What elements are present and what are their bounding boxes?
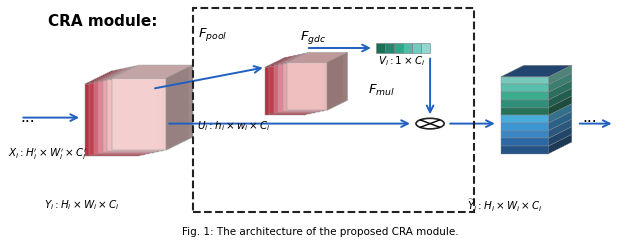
Polygon shape xyxy=(278,54,339,64)
Polygon shape xyxy=(500,108,548,115)
Polygon shape xyxy=(84,84,140,156)
Polygon shape xyxy=(548,104,572,123)
Polygon shape xyxy=(500,138,548,146)
Polygon shape xyxy=(548,96,572,115)
Polygon shape xyxy=(93,69,175,82)
Text: $\widetilde{Y}_i:H_i\times W_i\times C_i$: $\widetilde{Y}_i:H_i\times W_i\times C_i… xyxy=(467,198,543,215)
Bar xyxy=(385,42,394,53)
Text: $F_{gdc}$: $F_{gdc}$ xyxy=(300,29,326,46)
Circle shape xyxy=(416,118,444,129)
Polygon shape xyxy=(148,69,175,154)
Polygon shape xyxy=(287,62,327,110)
Polygon shape xyxy=(548,127,572,146)
Polygon shape xyxy=(278,64,318,112)
Polygon shape xyxy=(314,55,334,113)
Polygon shape xyxy=(500,115,548,123)
Polygon shape xyxy=(500,84,548,92)
Polygon shape xyxy=(269,56,330,66)
Text: $F_{pool}$: $F_{pool}$ xyxy=(198,26,228,43)
Text: CRA module:: CRA module: xyxy=(48,14,157,30)
Polygon shape xyxy=(111,65,193,78)
Polygon shape xyxy=(265,67,305,115)
Polygon shape xyxy=(269,66,309,114)
Text: $V_i:1\times C_i$: $V_i:1\times C_i$ xyxy=(378,54,425,68)
Polygon shape xyxy=(274,55,334,65)
Polygon shape xyxy=(318,54,339,112)
Bar xyxy=(421,42,430,53)
Polygon shape xyxy=(548,73,572,92)
Polygon shape xyxy=(102,80,157,152)
Polygon shape xyxy=(500,92,548,100)
Polygon shape xyxy=(548,111,572,131)
Polygon shape xyxy=(500,77,548,84)
Bar xyxy=(394,42,403,53)
Polygon shape xyxy=(89,83,144,155)
Bar xyxy=(403,42,412,53)
Polygon shape xyxy=(327,52,348,110)
Polygon shape xyxy=(548,88,572,108)
Polygon shape xyxy=(323,53,343,111)
Polygon shape xyxy=(161,66,188,151)
Text: $F_{mul}$: $F_{mul}$ xyxy=(368,83,395,98)
Bar xyxy=(376,42,385,53)
Polygon shape xyxy=(98,81,152,153)
Bar xyxy=(412,42,421,53)
Polygon shape xyxy=(102,67,184,80)
Polygon shape xyxy=(107,79,161,151)
Text: $X_i:H_i^\prime\times W_i^\prime\times C_i^\prime$: $X_i:H_i^\prime\times W_i^\prime\times C… xyxy=(8,146,87,162)
Text: ...: ... xyxy=(20,110,35,125)
Polygon shape xyxy=(500,131,548,138)
Polygon shape xyxy=(144,70,170,155)
Text: $Y_i:H_i\times W_i\times C_i$: $Y_i:H_i\times W_i\times C_i$ xyxy=(44,198,119,212)
Polygon shape xyxy=(283,63,323,111)
Polygon shape xyxy=(84,71,166,84)
Polygon shape xyxy=(107,66,188,79)
Polygon shape xyxy=(157,67,184,152)
Polygon shape xyxy=(166,65,193,150)
Polygon shape xyxy=(287,52,348,62)
Polygon shape xyxy=(265,57,325,67)
Polygon shape xyxy=(305,57,325,115)
Polygon shape xyxy=(548,119,572,138)
Polygon shape xyxy=(152,68,179,153)
Polygon shape xyxy=(93,82,148,154)
Polygon shape xyxy=(111,78,166,150)
Text: $U_i:h_i\times w_i\times C_i$: $U_i:h_i\times w_i\times C_i$ xyxy=(197,119,271,132)
Polygon shape xyxy=(548,134,572,154)
Polygon shape xyxy=(89,70,170,83)
Polygon shape xyxy=(500,123,548,131)
Polygon shape xyxy=(140,71,166,156)
Polygon shape xyxy=(98,68,179,81)
Text: Fig. 1: The architecture of the proposed CRA module.: Fig. 1: The architecture of the proposed… xyxy=(182,227,458,237)
Polygon shape xyxy=(548,81,572,100)
Polygon shape xyxy=(274,65,314,113)
Polygon shape xyxy=(309,56,330,114)
Polygon shape xyxy=(500,100,548,108)
Polygon shape xyxy=(283,53,343,63)
Polygon shape xyxy=(500,146,548,154)
Polygon shape xyxy=(500,65,572,77)
Text: ...: ... xyxy=(582,110,597,125)
Polygon shape xyxy=(548,65,572,84)
